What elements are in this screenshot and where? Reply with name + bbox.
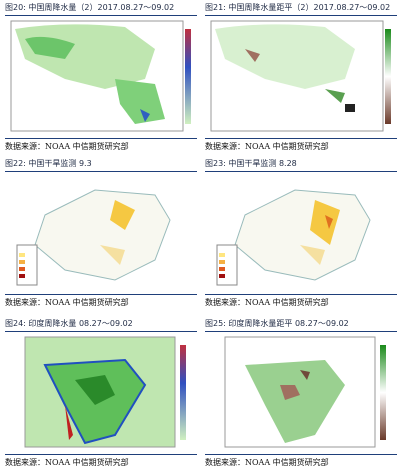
figure: 图24: 印度周降水量 08.27～09.02 数据来源：NOAA 中信期货研究… [5, 318, 197, 468]
figure-source: 数据来源：NOAA 中信期货研究部 [205, 138, 397, 152]
map-image [211, 177, 391, 289]
figure-caption: 图20: 中国周降水量（2）2017.08.27～09.02 [5, 2, 197, 16]
figure-caption: 图23: 中国干旱监测 8.28 [205, 158, 397, 172]
map-image [11, 177, 191, 289]
map-image [10, 20, 191, 132]
map-image [210, 20, 391, 132]
figure-source: 数据来源：NOAA 中信期货研究部 [205, 294, 397, 308]
figure-source: 数据来源：NOAA 中信期货研究部 [5, 454, 197, 468]
figure-caption: 图22: 中国干旱监测 9.3 [5, 158, 197, 172]
figure-caption: 图21: 中国周降水量距平（2）2017.08.27～09.02 [205, 2, 397, 16]
figure-caption: 图25: 印度周降水量距平 08.27～09.02 [205, 318, 397, 332]
map-image [224, 336, 386, 448]
figure-source: 数据来源：NOAA 中信期货研究部 [5, 138, 197, 152]
figure-source: 数据来源：NOAA 中信期货研究部 [205, 454, 397, 468]
figure: 图22: 中国干旱监测 9.3 数据来源：NOAA 中信期货研究部 [5, 158, 197, 308]
figure: 图21: 中国周降水量距平（2）2017.08.27～09.02 数据来源：NO… [205, 2, 397, 152]
figure-caption: 图24: 印度周降水量 08.27～09.02 [5, 318, 197, 332]
figure: 图25: 印度周降水量距平 08.27～09.02 数据来源：NOAA 中信期货… [205, 318, 397, 468]
figure: 图23: 中国干旱监测 8.28 数据来源：NOAA 中信期货研究部 [205, 158, 397, 308]
map-image [24, 336, 186, 448]
figure-source: 数据来源：NOAA 中信期货研究部 [5, 294, 197, 308]
figure: 图20: 中国周降水量（2）2017.08.27～09.02 数据来源：NOAA… [5, 2, 197, 152]
